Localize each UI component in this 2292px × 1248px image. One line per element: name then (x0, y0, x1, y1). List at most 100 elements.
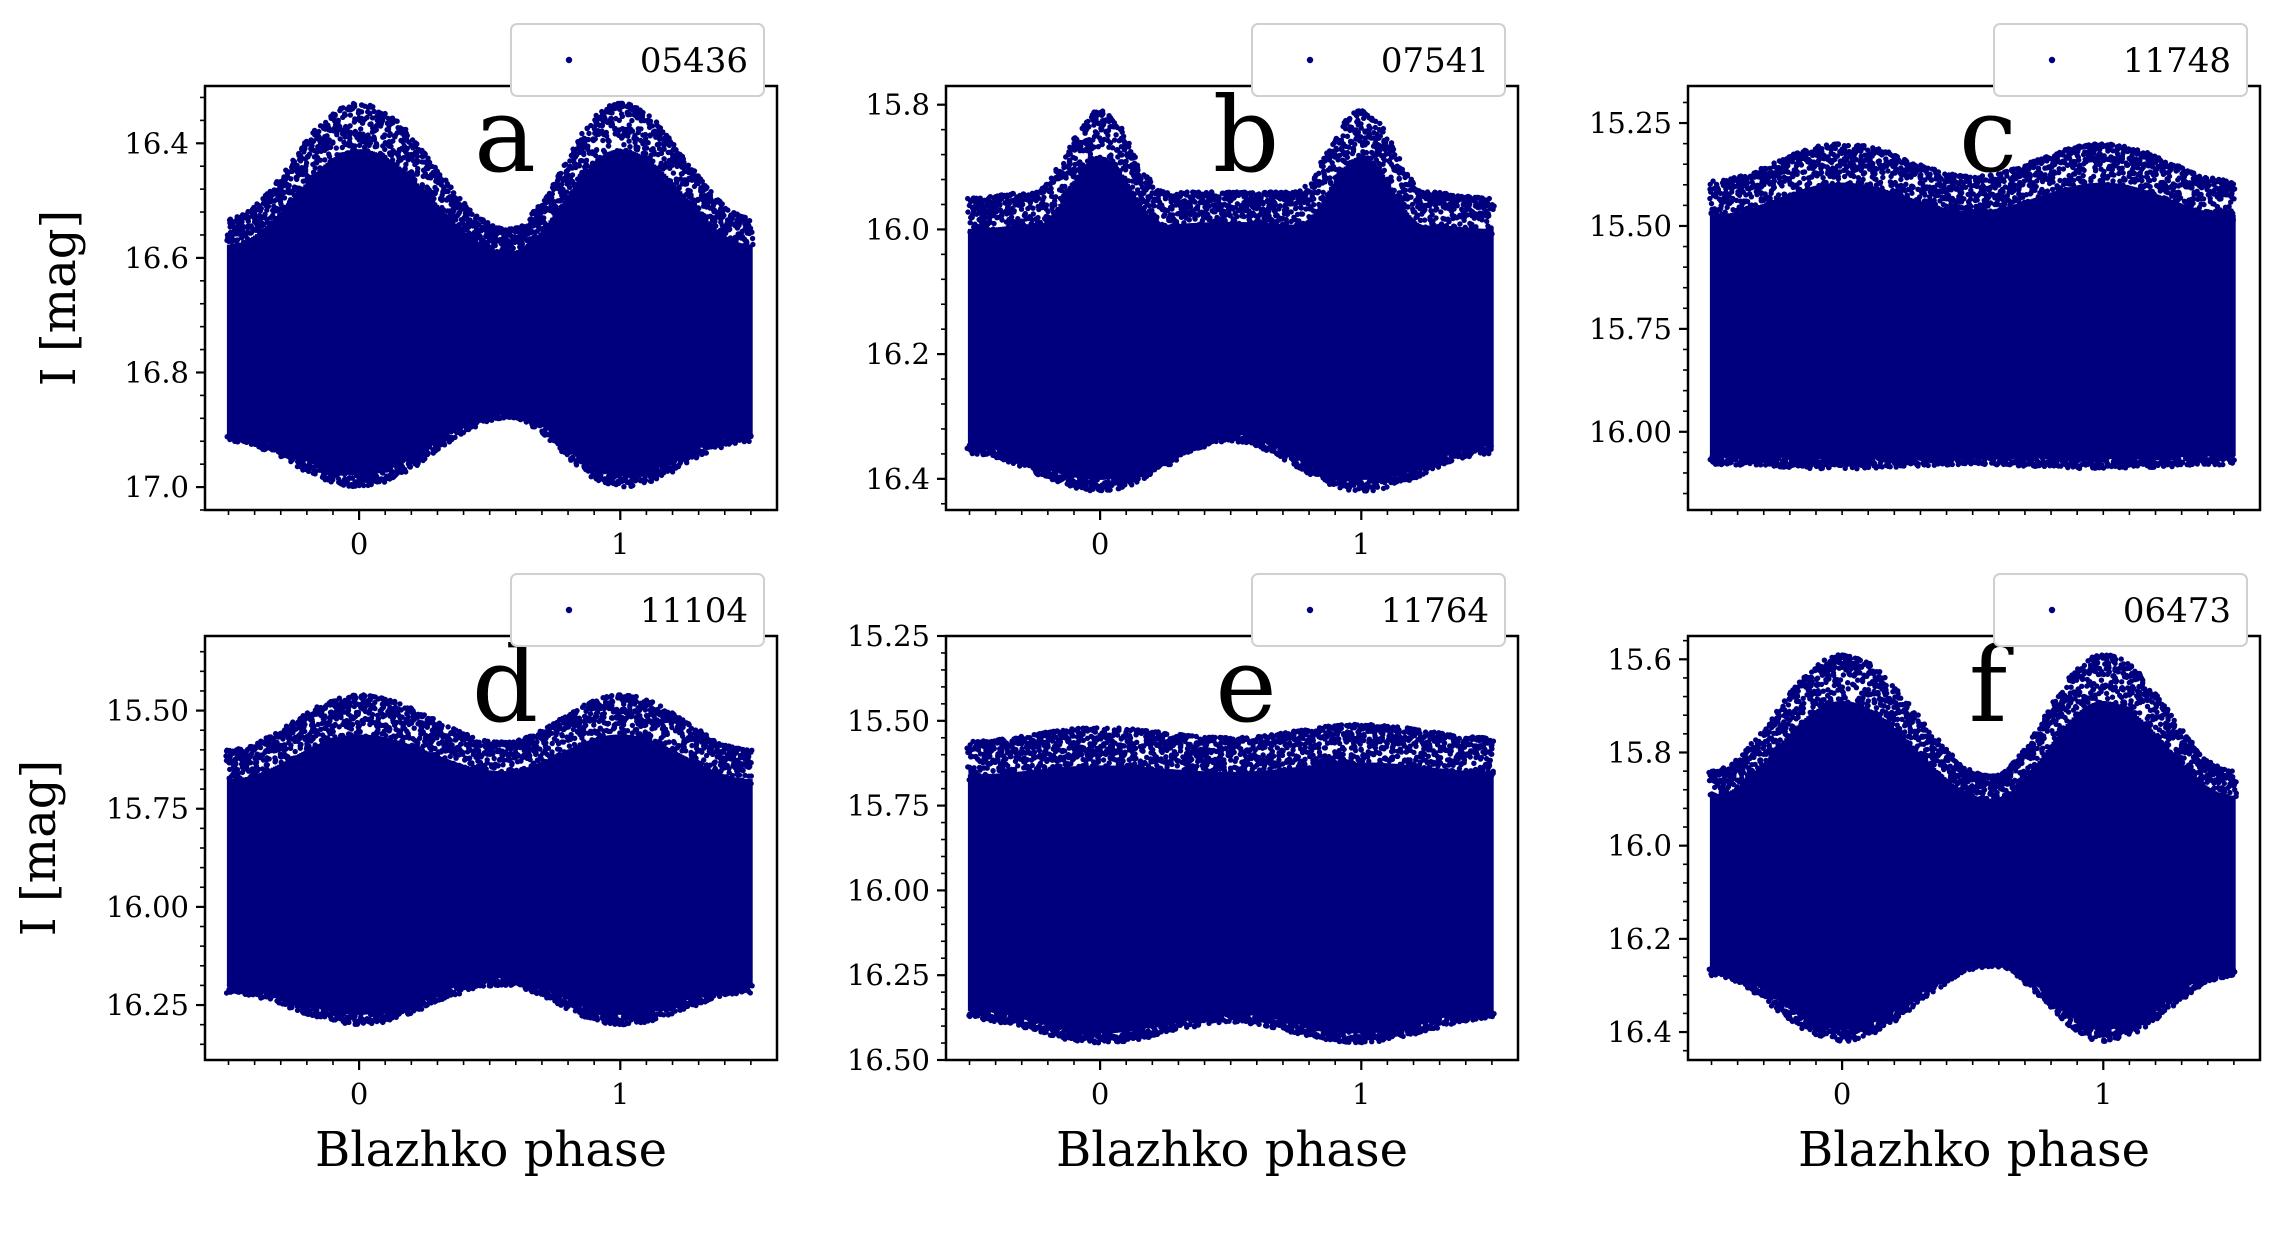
data-point (579, 130, 585, 137)
data-point (1129, 482, 1135, 488)
data-point-band (261, 229, 265, 442)
data-point (727, 226, 733, 232)
data-point (1281, 457, 1288, 463)
data-point (670, 170, 677, 176)
data-point (561, 162, 567, 168)
data-point (260, 222, 266, 228)
data-point (1058, 195, 1065, 202)
data-point (967, 220, 973, 226)
data-point (712, 218, 718, 225)
data-point (370, 104, 376, 110)
data-point-band (263, 227, 267, 442)
legend-label: 05436 (640, 41, 748, 81)
data-point (1099, 111, 1106, 118)
data-point (341, 471, 348, 478)
data-point (1119, 152, 1125, 158)
data-point (322, 157, 328, 163)
data-point (230, 223, 236, 230)
data-point-band (247, 239, 251, 437)
data-point (713, 223, 719, 229)
data-point (1072, 155, 1079, 162)
data-point (1121, 183, 1127, 189)
data-point (708, 198, 715, 205)
data-point (1329, 160, 1335, 166)
data-point (1082, 130, 1088, 136)
data-point-band (281, 209, 285, 450)
data-point (268, 220, 274, 227)
y-tick-label: 17.0 (124, 470, 189, 504)
data-point (265, 203, 272, 209)
data-point (1184, 445, 1190, 451)
data-point (476, 233, 483, 239)
data-point (464, 206, 471, 212)
legend-marker (565, 56, 573, 64)
data-point (668, 140, 674, 146)
data-point (729, 215, 735, 222)
data-point (597, 154, 603, 161)
data-point-band (253, 235, 257, 439)
data-point (1314, 190, 1321, 196)
data-point (576, 163, 583, 169)
data-point (1040, 197, 1046, 203)
data-point (415, 165, 421, 172)
data-point (1067, 160, 1073, 166)
data-point (687, 194, 694, 201)
data-point (242, 215, 248, 221)
data-point (999, 196, 1005, 202)
data-point (536, 208, 542, 215)
data-point (725, 207, 731, 213)
data-point (573, 462, 580, 468)
data-point (322, 134, 328, 140)
data-point (588, 474, 594, 480)
data-point (565, 449, 571, 456)
data-point (1191, 198, 1197, 204)
data-point (1328, 186, 1335, 192)
data-point (702, 450, 709, 456)
data-point (684, 460, 690, 466)
data-point (426, 187, 432, 193)
data-point (419, 182, 425, 188)
data-point (380, 114, 387, 120)
y-axis-title: I [mag] (31, 210, 87, 387)
data-point (288, 176, 294, 182)
data-point (398, 157, 404, 163)
data-point (1105, 132, 1111, 139)
data-point (254, 201, 260, 207)
data-point (452, 434, 458, 440)
data-point (340, 114, 346, 121)
data-point (703, 186, 709, 192)
data-point (1284, 206, 1290, 212)
data-point (1011, 209, 1017, 215)
data-point (258, 205, 264, 212)
data-point-band (230, 244, 235, 435)
data-point (441, 440, 447, 447)
data-point-band (269, 222, 273, 445)
data-point (549, 217, 556, 223)
data-point (1051, 194, 1058, 200)
data-point (1149, 184, 1156, 190)
data-point (1043, 202, 1050, 208)
data-point (301, 149, 307, 155)
data-point (1263, 222, 1270, 228)
data-point (605, 143, 612, 149)
data-point (685, 162, 692, 168)
data-point (1216, 196, 1222, 202)
data-point (1107, 480, 1113, 487)
data-point (326, 151, 332, 157)
data-point (675, 463, 682, 470)
data-point (263, 443, 269, 449)
data-point (1129, 184, 1136, 190)
x-tick-label: 1 (611, 527, 629, 561)
data-point (311, 127, 318, 134)
data-point (1302, 183, 1308, 190)
data-point (1221, 219, 1228, 225)
data-point (261, 439, 268, 445)
data-point (508, 249, 514, 255)
data-point (583, 157, 590, 163)
data-point (236, 231, 242, 237)
data-point (277, 198, 284, 205)
data-point (1067, 187, 1074, 193)
data-point (567, 163, 573, 169)
data-point (1316, 170, 1322, 176)
